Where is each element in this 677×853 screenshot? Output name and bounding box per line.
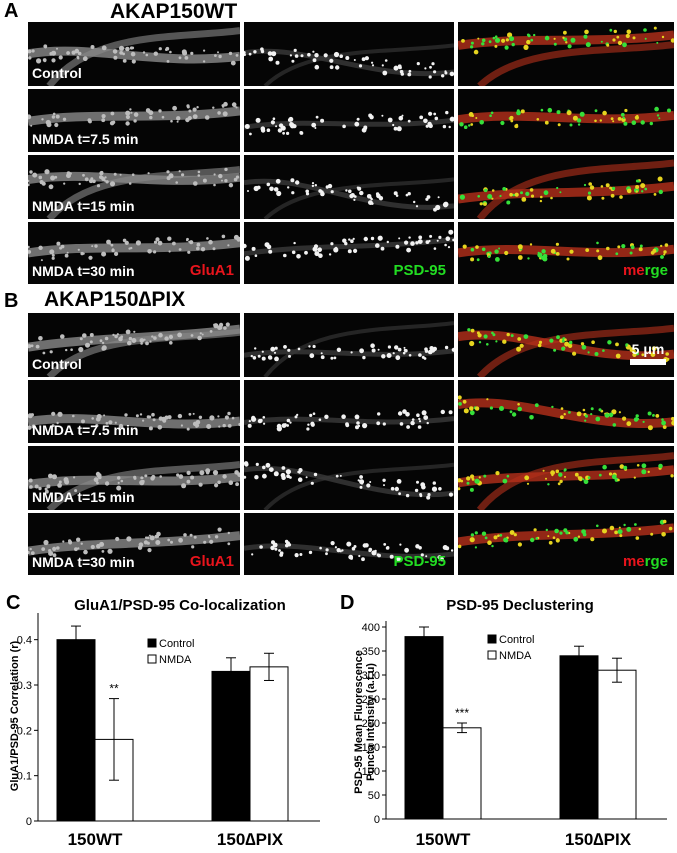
panel-letter-b: B [4,290,19,312]
y-tick-label: 0.3 [17,680,32,692]
bar-control-0 [56,639,96,822]
y-tick-label: 0.4 [17,635,32,647]
channel-label-psd95: PSD-95 [393,553,446,570]
y-tick-label: 350 [362,646,380,658]
bar-nmda-0 [442,727,482,820]
micrograph-b-row1-psd95 [244,313,454,377]
x-category-label: 150∆PIX [565,830,632,849]
micrograph-a-row2-psd95 [244,89,454,152]
condition-label: NMDA t=30 min [32,554,135,570]
y-tick-label: 0 [374,814,380,826]
legend-swatch-control [487,634,497,644]
legend-swatch-nmda [487,650,497,660]
micrograph-a-row2-merge [458,89,674,152]
micrograph-b-row4-merge: merge [458,513,674,575]
micrograph-b-row2-glua1: NMDA t=7.5 min [28,380,240,443]
channel-label-glua1: GluA1 [189,262,234,279]
x-category-label: 150WT [68,830,123,849]
legend-label-nmda: NMDA [499,650,532,662]
scale-bar: 5 μm [630,341,666,365]
bar-control-0 [404,636,444,820]
y-tick-label: 250 [362,694,380,706]
y-tick-label: 300 [362,670,380,682]
panel-letter-d: D [340,592,355,614]
channel-label-psd95: PSD-95 [393,262,446,279]
y-tick-label: 150 [362,742,380,754]
micrograph-b-row1-glua1: Control [28,313,240,377]
micrograph-b-row1-merge: 5 μm [458,313,674,377]
bar-control-1 [559,655,599,820]
micrograph-a-row4-glua1: NMDA t=30 min GluA1 [28,222,240,284]
micrograph-a-row4-psd95: PSD-95 [244,222,454,284]
micrograph-a-row2-glua1: NMDA t=7.5 min [28,89,240,152]
micrograph-a-row1-merge [458,22,674,86]
legend-label-control: Control [159,638,194,650]
legend-swatch-nmda [147,654,157,664]
micrograph-b-row2-psd95 [244,380,454,443]
x-category-label: 150∆PIX [217,830,284,849]
panel-title-b: AKAP150∆PIX [44,288,186,311]
y-tick-label: 0 [26,816,32,828]
x-category-label: 150WT [416,830,471,849]
bar-nmda-1 [597,669,637,820]
micrograph-a-row3-glua1: NMDA t=15 min [28,155,240,219]
chart-d: 0 50 100 150 200 250 300 350 400 150WT 150∆PIX *** C… [362,621,667,849]
condition-label: Control [32,65,82,81]
panel-letter-c: C [6,592,21,614]
chart-c-title: GluA1/PSD-95 Co-localization [74,597,286,614]
y-tick-label: 50 [368,790,380,802]
micrograph-a-row1-glua1: Control [28,22,240,86]
micrograph-a-row1-psd95 [244,22,454,86]
micrograph-b-row4-glua1: NMDA t=30 min GluA1 [28,513,240,575]
condition-label: NMDA t=15 min [32,198,135,214]
bar-control-1 [211,670,251,822]
panel-letter-a: A [4,0,19,22]
bar-nmda-1 [249,666,289,822]
micrograph-b-row3-psd95 [244,446,454,510]
condition-label: NMDA t=7.5 min [32,131,139,147]
legend-label-control: Control [499,634,534,646]
significance-marker: ** [109,682,119,696]
micrograph-a-row3-merge [458,155,674,219]
condition-label: NMDA t=7.5 min [32,422,139,438]
micrograph-b-row3-glua1: NMDA t=15 min [28,446,240,510]
y-tick-label: 100 [362,766,380,778]
micrograph-b-row4-psd95: PSD-95 [244,513,454,575]
y-tick-label: 200 [362,718,380,730]
panel-title-a: AKAP150WT [110,0,238,23]
micrograph-b-row2-merge [458,380,674,443]
channel-label-merge: merge [622,553,668,570]
micrograph-a-row4-merge: merge [458,222,674,284]
condition-label: NMDA t=15 min [32,489,135,505]
y-tick-label: 0.1 [17,771,32,783]
condition-label: Control [32,356,82,372]
condition-label: NMDA t=30 min [32,263,135,279]
channel-label-glua1: GluA1 [189,553,234,570]
y-tick-label: 400 [362,622,380,634]
significance-marker: *** [455,706,469,720]
y-tick-label: 0.2 [17,725,32,737]
legend-label-nmda: NMDA [159,654,192,666]
legend-swatch-control [147,638,157,648]
channel-label-merge: merge [622,262,668,279]
scale-bar-label: 5 μm [631,341,665,357]
chart-d-title: PSD-95 Declustering [446,597,594,614]
micrograph-a-row3-psd95 [244,155,454,219]
micrograph-b-row3-merge [458,446,674,510]
chart-c: 0 0.1 0.2 0.3 0.4 150WT 150∆PIX ** Control NMDA [17,613,320,849]
